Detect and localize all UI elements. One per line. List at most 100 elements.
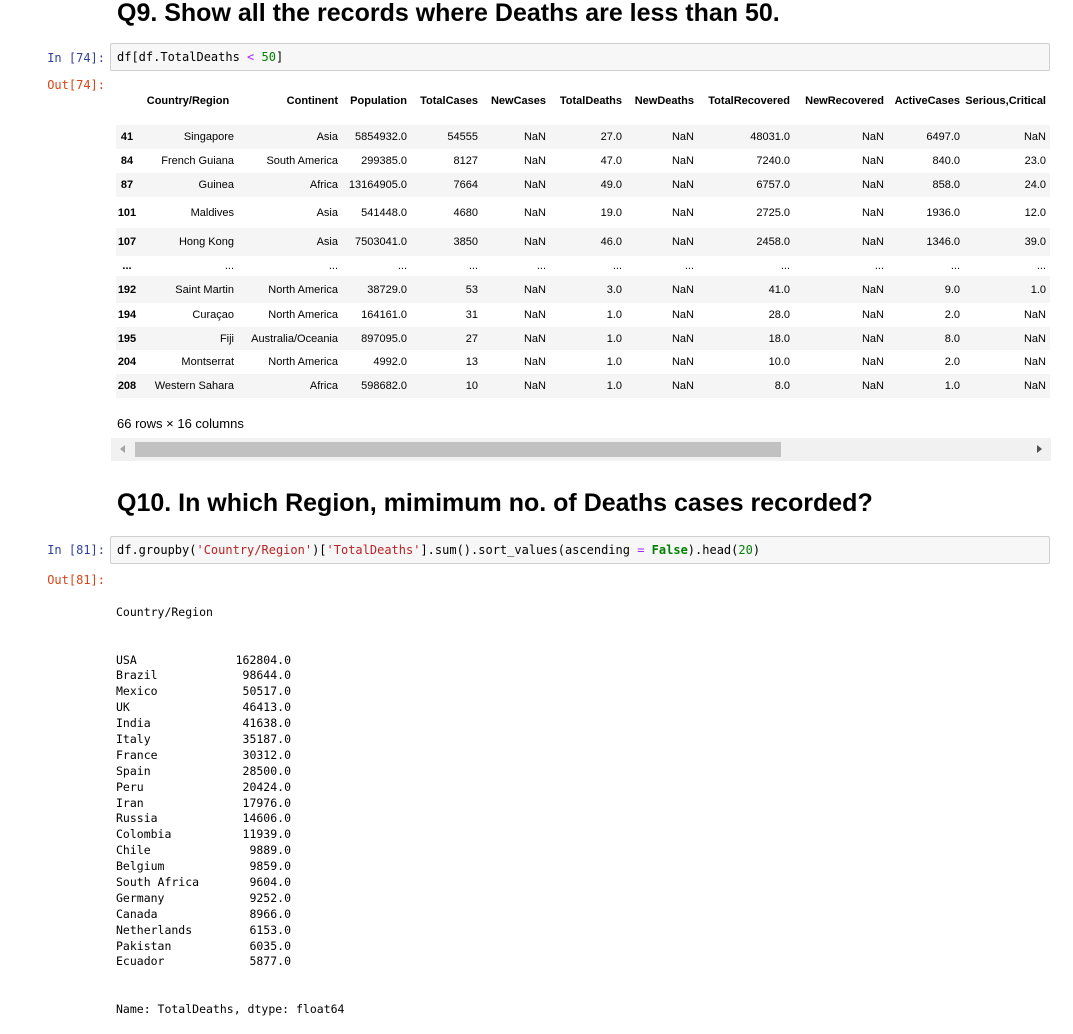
table-cell: 18.0 [768, 332, 790, 345]
series-row: Peru 20424.0 [116, 780, 376, 796]
code-cell-q9[interactable]: df[df.TotalDeaths < 50] [110, 43, 1050, 71]
horizontal-scrollbar[interactable] [111, 438, 1051, 461]
table-cell: 2.0 [944, 309, 960, 321]
input-prompt-74: In [74]: [47, 51, 105, 65]
table-cell: Singapore [183, 131, 234, 143]
table-cell: Saint Martin [175, 283, 234, 296]
series-value: 9252.0 [249, 890, 291, 905]
series-value: 8966.0 [249, 906, 291, 921]
table-cell: 1.0 [1030, 283, 1046, 296]
series-row: India 41638.0 [116, 716, 376, 732]
code-token: = [637, 543, 645, 557]
table-cell: 7664 [453, 179, 478, 191]
table-cell: Guinea [198, 179, 234, 191]
table-cell: Fiji [219, 332, 234, 345]
heading-q10: Q10. In which Region, mimimum no. of Dea… [117, 489, 873, 517]
series-value: 9889.0 [249, 843, 291, 858]
table-cell: NaN [671, 283, 694, 296]
row-index: 84 [120, 155, 134, 167]
table-cell: NaN [671, 206, 694, 219]
table-cell: ... [224, 260, 234, 272]
table-cell: South America [266, 155, 338, 167]
table-cell: NaN [671, 356, 694, 368]
scroll-thumb[interactable] [135, 442, 781, 457]
table-cell: 27.0 [600, 131, 622, 143]
series-label: Russia [116, 811, 158, 826]
table-cell: 858.0 [932, 179, 960, 191]
series-label: South Africa [116, 874, 200, 889]
series-value: 28500.0 [242, 763, 291, 778]
series-row: Brazil 98644.0 [116, 668, 376, 684]
series-label: Brazil [116, 668, 158, 683]
table-cell: 1.0 [944, 380, 960, 392]
scroll-left-icon[interactable] [120, 445, 125, 453]
series-row: Netherlands 6153.0 [116, 923, 376, 939]
table-cell: 598682.0 [361, 380, 407, 392]
table-cell: 897095.0 [361, 332, 407, 345]
series-row: Germany 9252.0 [116, 891, 376, 907]
table-cell: 6757.0 [756, 179, 790, 191]
table-cell: 31 [465, 309, 478, 321]
table-row: 41 Singapore Asia 5854932.0 54555 NaN 27.0 NaN 4… [116, 125, 1050, 149]
series-footer: Name: TotalDeaths, dtype: float64 [116, 1002, 345, 1017]
code-token [644, 543, 651, 557]
table-row: 195 Fiji Australia/Oceania 897095.0 27 NaN 1.0… [116, 327, 1050, 350]
series-value: 162804.0 [235, 652, 291, 667]
series-row: South Africa 9604.0 [116, 875, 376, 891]
code-token: ).head( [687, 543, 739, 557]
table-cell: 1.0 [606, 356, 622, 368]
table-cell: 39.0 [1024, 236, 1046, 248]
series-label: Mexico [116, 684, 158, 699]
column-header: Population [350, 95, 407, 107]
scroll-right-icon[interactable] [1037, 445, 1042, 453]
series-label: Belgium [116, 859, 165, 874]
table-cell: NaN [523, 236, 546, 248]
series-value: 9604.0 [249, 874, 291, 889]
series-value: 5877.0 [249, 954, 291, 969]
table-cell: 23.0 [1024, 155, 1046, 167]
column-header: Continent [286, 95, 338, 107]
table-cell: 840.0 [932, 155, 960, 167]
series-value: 6153.0 [249, 922, 291, 937]
row-index: ... [122, 260, 132, 272]
table-row: 208 Western Sahara Africa 598682.0 10 NaN 1.0 N… [116, 374, 1050, 398]
series-row: Russia 14606.0 [116, 811, 376, 827]
series-value: 50517.0 [242, 684, 291, 699]
table-cell: 38729.0 [367, 283, 407, 296]
row-index: 41 [120, 131, 134, 143]
table-cell: ... [328, 260, 338, 272]
table-cell: 53 [465, 283, 478, 296]
table-cell: ... [780, 260, 790, 272]
series-label: USA [116, 652, 137, 667]
series-label: UK [116, 700, 130, 715]
table-cell: NaN [523, 356, 546, 368]
table-cell: Asia [316, 236, 338, 248]
table-cell: NaN [1023, 332, 1046, 345]
table-cell: Maldives [190, 206, 234, 219]
code-token: df.groupby( [117, 543, 197, 557]
code-token: 50 [261, 50, 276, 64]
table-cell: NaN [523, 283, 546, 296]
series-value: 17976.0 [242, 795, 291, 810]
table-cell: 9.0 [944, 283, 960, 296]
table-cell: ... [684, 260, 694, 272]
table-cell: Hong Kong [178, 236, 234, 248]
code-token: ) [752, 543, 761, 557]
code-cell-q10[interactable]: df.groupby('Country/Region')['TotalDeath… [110, 536, 1050, 564]
table-cell: ... [536, 260, 546, 272]
table-cell: NaN [861, 155, 884, 167]
table-cell: 1.0 [606, 309, 622, 321]
table-cell: Africa [309, 380, 338, 392]
table-cell: NaN [671, 236, 694, 248]
row-index: 87 [120, 179, 134, 191]
series-value: 6035.0 [249, 938, 291, 953]
series-label: Canada [116, 906, 158, 921]
table-cell: NaN [523, 332, 546, 345]
table-cell: ... [612, 260, 622, 272]
column-header: Country/Region [146, 95, 230, 107]
table-cell: NaN [861, 380, 884, 392]
series-row: USA 162804.0 [116, 653, 376, 669]
table-cell: NaN [671, 179, 694, 191]
code-token: < [247, 50, 255, 64]
table-cell: NaN [671, 131, 694, 143]
